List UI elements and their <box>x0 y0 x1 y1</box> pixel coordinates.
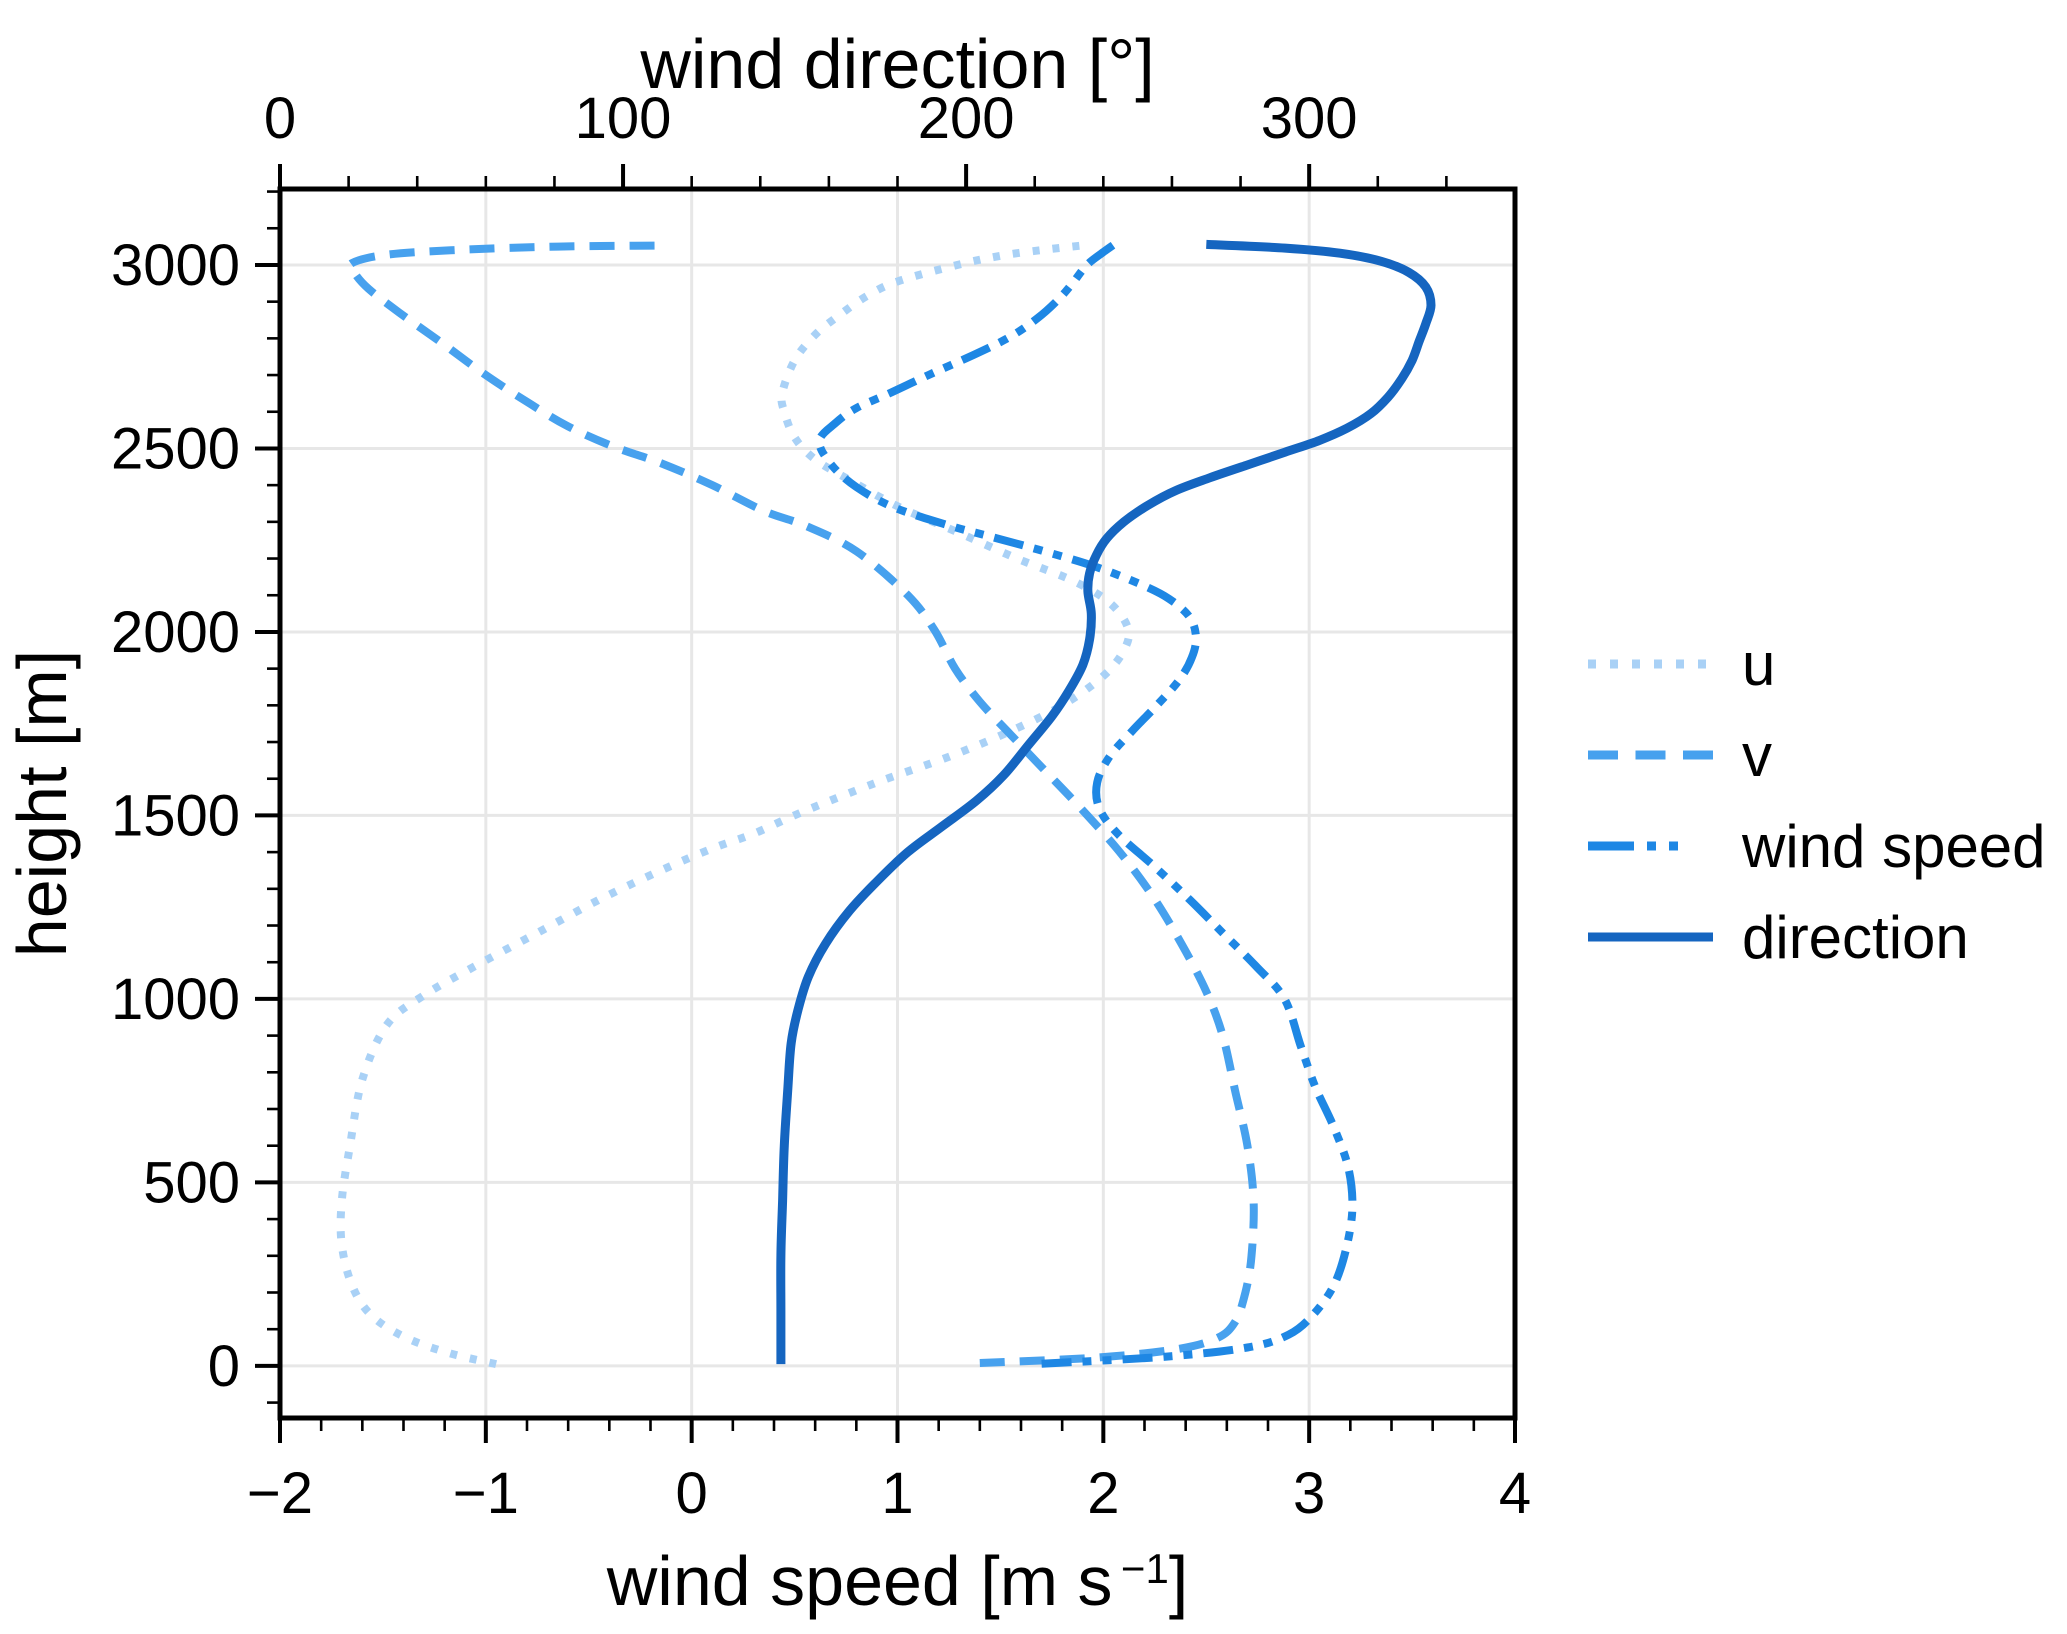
series-line-direction <box>776 239 1436 1365</box>
legend-label: v <box>1742 722 1772 789</box>
y-axis-title: height [m] <box>3 650 81 957</box>
y-axis-tick-label: 2000 <box>111 600 240 665</box>
y-axis-tick-label: 500 <box>143 1150 240 1215</box>
series-line-wind-speed <box>815 241 1357 1368</box>
legend-item-wind-speed: wind speed <box>1588 813 2046 880</box>
y-axis-tick-label: 1500 <box>111 783 240 848</box>
x-axis-title: wind speed [m s −1] <box>606 1542 1189 1620</box>
legend: uv wind speed direction <box>1588 631 2046 971</box>
series-curves <box>336 239 1436 1368</box>
legend-item-v: v <box>1588 722 1772 789</box>
legend-label: direction <box>1742 904 1969 971</box>
legend-item-u: u <box>1588 631 1775 698</box>
series-line-v <box>345 241 1258 1367</box>
top-axis-tick-label: 200 <box>918 86 1015 151</box>
y-axis-tick-label: 1000 <box>111 967 240 1032</box>
x-axis-tick-label: 4 <box>1499 1461 1531 1526</box>
y-axis-tick-label: 2500 <box>111 416 240 481</box>
x-axis-tick-label: 1 <box>881 1461 913 1526</box>
legend-item-direction: direction <box>1588 904 1969 971</box>
legend-label: u <box>1742 631 1775 698</box>
gridlines <box>280 189 1515 1418</box>
top-axis-title: wind direction [°] <box>639 25 1154 103</box>
top-axis-tick-label: 0 <box>264 86 296 151</box>
top-axis-tick-label: 100 <box>575 86 672 151</box>
top-axis-tick-label: 300 <box>1261 86 1358 151</box>
x-axis-tick-label: −1 <box>453 1461 519 1526</box>
y-axis-tick-label: 3000 <box>111 233 240 298</box>
legend-label: wind speed <box>1741 813 2046 880</box>
tick-labels: −2 −1 0 1 2 3 40 100 200 300050010001500200025003… <box>111 86 1531 1526</box>
x-axis-tick-label: 2 <box>1087 1461 1119 1526</box>
x-axis-tick-label: 3 <box>1293 1461 1325 1526</box>
y-axis-tick-label: 0 <box>208 1334 240 1399</box>
x-axis-tick-label: 0 <box>676 1461 708 1526</box>
x-axis-tick-label: −2 <box>247 1461 313 1526</box>
axis-ticks <box>255 164 1517 1443</box>
